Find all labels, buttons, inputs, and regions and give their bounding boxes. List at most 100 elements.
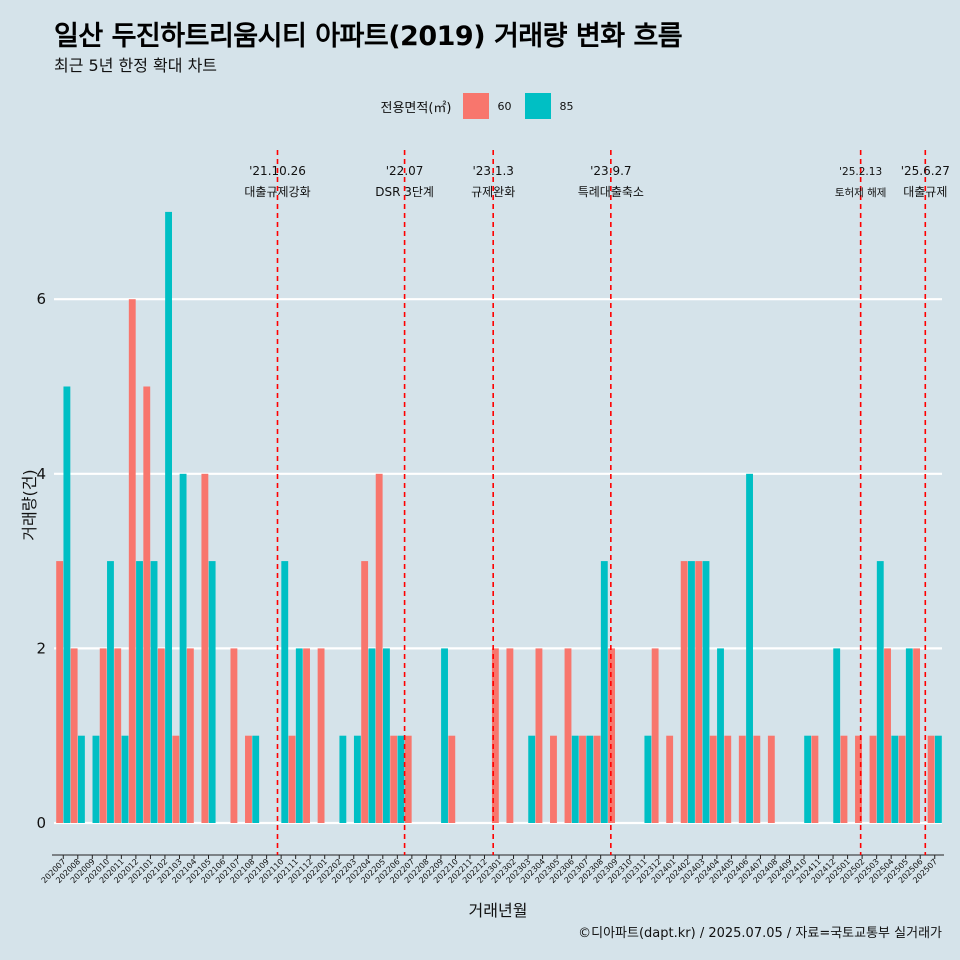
bar-60-202312 [651,648,659,823]
legend-title: 전용면적(㎡) [380,100,452,116]
bar-60-202411 [811,735,819,823]
event-label-4: 토허제 해제 [835,186,887,199]
bar-60-202306 [564,648,572,823]
bar-60-202008 [70,648,78,823]
bar-60-202305 [550,735,557,823]
event-date-5: '25.6.27 [901,164,950,178]
bar-60-202501 [840,735,848,823]
bar-60-202010 [99,648,107,823]
bar-85-202009 [92,735,100,823]
bar-60-202104 [186,648,194,823]
bar-60-202404 [709,735,717,823]
y-tick-label-0: 0 [36,814,46,832]
legend-swatch-85 [525,93,552,119]
y-tick-label-2: 2 [36,639,46,657]
bar-85-202011 [121,735,129,823]
chart-subtitle: 최근 5년 한정 확대 차트 [54,56,218,75]
bar-85-202306 [571,735,579,823]
bar-85-202311 [644,735,652,823]
bar-60-202201 [317,648,325,823]
bar-85-202308 [600,561,608,823]
bar-85-202108 [252,735,260,823]
bar-60-202111 [288,735,296,823]
bar-60-202505 [898,735,906,823]
bar-85-202101 [150,561,158,823]
bar-85-202403 [702,561,710,823]
bar-85-202204 [368,648,376,823]
chart-title: 일산 두진하트리움시티 아파트(2019) 거래량 변화 흐름 [54,21,683,52]
y-tick-label-6: 6 [36,290,46,308]
bar-60-202207 [404,735,412,823]
bar-85-202507 [934,735,942,823]
event-date-3: '23.9.7 [590,164,631,178]
bar-60-202205 [375,473,383,823]
x-axis-label: 거래년월 [468,901,528,920]
bar-85-202203 [353,735,361,823]
bar-60-202105 [201,473,209,823]
bar-60-202406 [738,735,746,823]
bar-60-202304 [535,648,543,823]
bar-85-202111 [295,648,303,823]
event-label-3: 특례대출축소 [578,185,644,199]
bar-60-202102 [157,648,165,823]
bar-60-202403 [695,561,703,823]
bar-85-202303 [528,735,536,823]
bar-85-202008 [77,735,85,823]
bar-60-202407 [753,735,761,823]
bar-60-202206 [390,735,398,823]
bar-60-202302 [506,648,514,823]
legend: 전용면적(㎡) 60 85 [0,93,960,119]
bar-60-202204 [361,561,369,823]
bar-60-202107 [230,648,238,823]
bar-85-202007 [63,386,71,823]
bar-60-202108 [245,735,252,823]
bar-60-202504 [884,648,891,823]
bar-60-202401 [666,735,674,823]
bar-60-202103 [172,735,180,823]
y-tick-label-4: 4 [36,465,46,483]
bar-85-202412 [833,648,841,823]
bar-60-202012 [128,299,136,823]
bar-85-202406 [746,473,753,823]
bar-85-202206 [397,735,405,823]
bar-85-202503 [876,561,884,823]
bar-85-202307 [586,735,594,823]
bar-60-202405 [724,735,732,823]
bar-60-202007 [56,561,64,823]
event-label-5: 대출규제 [903,185,947,199]
bar-60-202503 [869,735,877,823]
bar-60-202502 [855,735,862,823]
bar-60-202506 [913,648,921,823]
bar-85-202505 [905,648,913,823]
bar-85-202209 [441,648,448,823]
bar-60-202307 [579,735,586,823]
bar-60-202011 [114,648,122,823]
bar-60-202101 [143,386,151,823]
bar-85-202103 [179,473,187,823]
bar-60-202112 [303,648,310,823]
event-date-0: '21.10.26 [249,164,306,178]
bar-85-202205 [383,648,390,823]
source-caption: ©디아파트(dapt.kr) / 2025.07.05 / 자료=국토교통부 실… [578,926,942,941]
bar-60-202210 [448,735,456,823]
bar-60-202402 [680,561,688,823]
event-label-2: 규제완화 [471,185,515,199]
bar-85-202504 [891,735,899,823]
event-label-0: 대출규제강화 [244,185,310,199]
y-axis-label: 거래량(건) [20,469,39,541]
bar-85-202012 [136,561,143,823]
bar-85-202102 [165,211,172,823]
bar-85-202404 [717,648,724,823]
legend-swatch-60 [463,93,490,119]
event-date-4: '25.2.13 [839,166,882,178]
bar-60-202308 [593,735,601,823]
legend-label-85: 85 [559,99,574,113]
legend-label-60: 60 [497,99,512,113]
bar-60-202301 [491,648,499,823]
bar-85-202402 [688,561,695,823]
bar-85-202010 [107,561,114,823]
event-label-1: DSR 3단계 [375,185,434,199]
bar-85-202110 [281,561,289,823]
bar-85-202105 [208,561,216,823]
